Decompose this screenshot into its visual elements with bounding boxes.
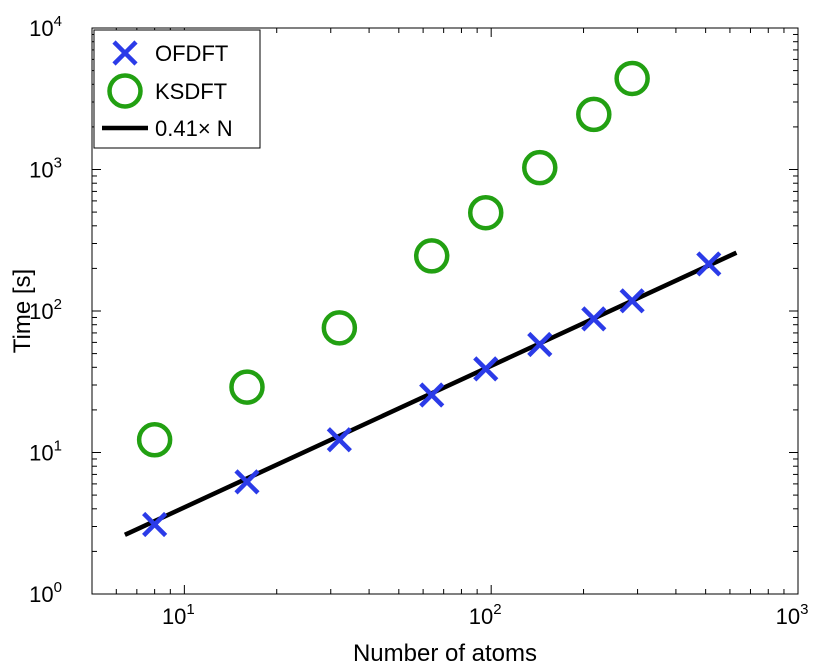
tick-marks — [92, 28, 798, 594]
legend-label-ksdft: KSDFT — [155, 79, 227, 104]
legend-entry-ksdft: KSDFT — [107, 73, 227, 109]
data-point-x-marker — [234, 469, 260, 495]
series-ofdft — [142, 251, 722, 538]
data-point-x-marker — [581, 306, 607, 332]
y-axis-label: Time [s] — [9, 269, 36, 353]
y-tick-labels: 100 101 102 103 104 — [29, 13, 62, 607]
y-tick-label: 100 — [29, 579, 62, 607]
y-tick-label: 101 — [29, 438, 62, 466]
data-point-circle-marker — [229, 369, 265, 405]
x-tick-label: 101 — [162, 601, 195, 629]
y-tick-label: 103 — [29, 155, 62, 183]
legend: OFDFT KSDFT 0.41× N — [93, 29, 261, 149]
data-point-circle-marker — [321, 310, 358, 346]
legend-circle-marker-icon — [107, 73, 143, 109]
legend-label-fit-line: 0.41× N — [155, 116, 233, 141]
legend-entry-fit-line: 0.41× N — [102, 116, 233, 141]
data-point-x-marker — [527, 331, 553, 358]
legend-entry-ofdft: OFDFT — [112, 40, 228, 66]
legend-x-marker — [112, 40, 138, 66]
data-point-x-marker — [619, 288, 645, 314]
x-tick-label: 102 — [469, 601, 502, 629]
y-tick-label: 104 — [29, 13, 62, 41]
data-point-x-marker — [142, 511, 168, 538]
data-point-circle-marker — [413, 238, 450, 274]
data-point-x-marker — [326, 427, 352, 453]
data-point-x-marker — [419, 382, 445, 408]
legend-label-ofdft: OFDFT — [155, 41, 228, 66]
data-point-circle-marker — [467, 194, 504, 231]
data-point-circle-marker — [614, 60, 650, 97]
x-tick-labels: 101 102 103 — [162, 601, 808, 629]
series-ksdft — [136, 60, 650, 458]
series-layer — [123, 60, 738, 538]
data-point-x-marker — [473, 356, 499, 382]
x-axis-label: Number of atoms — [353, 640, 537, 667]
x-tick-label: 103 — [776, 601, 809, 629]
data-point-circle-marker — [522, 149, 558, 186]
data-point-circle-marker — [136, 422, 173, 458]
y-tick-label: 102 — [29, 296, 62, 324]
legend-x-marker-icon — [112, 40, 138, 66]
data-point-circle-marker — [576, 96, 612, 133]
legend-circle-marker — [107, 73, 143, 109]
data-point-x-marker — [696, 251, 722, 277]
